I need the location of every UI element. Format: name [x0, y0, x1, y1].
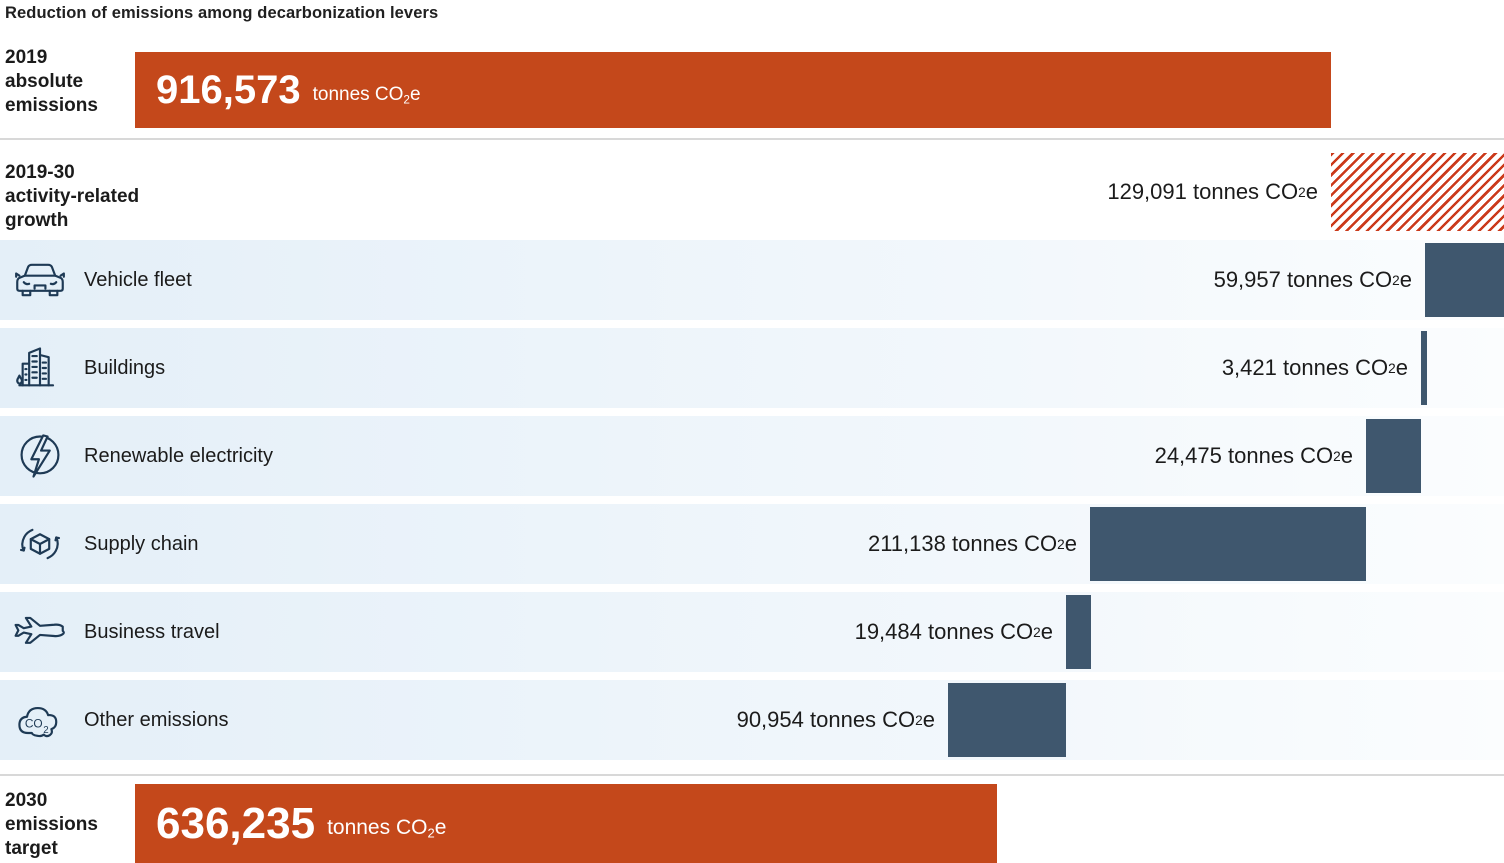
lever-value: 90,954 tonnes CO 2 e: [736, 707, 935, 732]
target-label-line2: emissions: [5, 814, 98, 835]
start-emissions-bar: 916,573 tonnes CO2e: [135, 52, 1331, 128]
target-label-line1: 2030: [5, 790, 48, 811]
lever-label: Other emissions: [84, 708, 229, 731]
lever-value: 3,421 tonnes CO 2 e: [1221, 355, 1408, 380]
lever-reduction-bar: [948, 683, 1066, 757]
start-label-line2: absolute: [5, 71, 84, 92]
buildings-icon: [14, 342, 66, 394]
target-emissions-unit: tonnes CO2e: [327, 816, 447, 841]
lever-reduction-bar: [1425, 243, 1504, 317]
lever-reduction-bar: [1066, 595, 1091, 669]
lever-label: Supply chain: [84, 532, 199, 555]
start-label-line3: emissions: [5, 95, 98, 116]
divider-top: [0, 138, 1504, 140]
start-emissions-value: 916,573: [156, 67, 301, 112]
growth-label-line2: activity-related: [5, 186, 140, 207]
supply-chain-icon: [14, 518, 66, 570]
growth-label-line1: 2019-30: [5, 162, 75, 183]
lever-value: 19,484 tonnes CO 2 e: [854, 619, 1053, 644]
svg-text:2: 2: [43, 725, 48, 736]
lever-row-buildings: Buildings 3,421 tonnes CO 2 e: [0, 328, 1504, 408]
svg-text:CO: CO: [25, 717, 43, 731]
divider-bottom: [0, 774, 1504, 776]
target-label-line3: target: [5, 838, 58, 859]
lever-row-business-travel: Business travel 19,484 tonnes CO 2 e: [0, 592, 1504, 672]
lever-label: Business travel: [84, 620, 220, 643]
target-emissions-bar: 636,235 tonnes CO2e: [135, 784, 997, 863]
lever-reduction-bar: [1090, 507, 1366, 581]
growth-label-line3: growth: [5, 210, 69, 231]
co2-cloud-icon: CO 2: [14, 694, 66, 746]
lever-row-other-emissions: CO 2 Other emissions 90,954 tonnes CO 2 e: [0, 680, 1504, 760]
growth-value: 129,091 tonnes CO 2 e: [1107, 179, 1318, 204]
lever-row-vehicle-fleet: Vehicle fleet 59,957 tonnes CO 2 e: [0, 240, 1504, 320]
start-row-label: 2019 absolute emissions: [5, 46, 98, 118]
growth-row-label: 2019-30 activity-related growth: [5, 161, 139, 233]
growth-hatched-bar: [1331, 153, 1504, 231]
lever-row-supply-chain: Supply chain 211,138 tonnes CO 2 e: [0, 504, 1504, 584]
target-emissions-value: 636,235: [156, 798, 316, 848]
lever-value: 211,138 tonnes CO 2 e: [867, 531, 1077, 556]
start-emissions-unit: tonnes CO2e: [312, 83, 421, 107]
target-row-label: 2030 emissions target: [5, 789, 98, 861]
airplane-icon: [14, 606, 66, 658]
lever-label: Vehicle fleet: [84, 268, 192, 291]
lever-row-renewable-electricity: Renewable electricity 24,475 tonnes CO 2 e: [0, 416, 1504, 496]
chart-title: Reduction of emissions among decarboniza…: [5, 4, 439, 22]
lever-reduction-bar: [1421, 331, 1427, 405]
lever-value: 24,475 tonnes CO 2 e: [1154, 443, 1353, 468]
lever-label: Buildings: [84, 356, 166, 379]
car-icon: [14, 254, 66, 306]
lever-label: Renewable electricity: [84, 444, 273, 467]
lever-value: 59,957 tonnes CO 2 e: [1213, 267, 1412, 292]
start-label-line1: 2019: [5, 47, 48, 68]
lightning-icon: [14, 430, 66, 482]
lever-reduction-bar: [1366, 419, 1421, 493]
